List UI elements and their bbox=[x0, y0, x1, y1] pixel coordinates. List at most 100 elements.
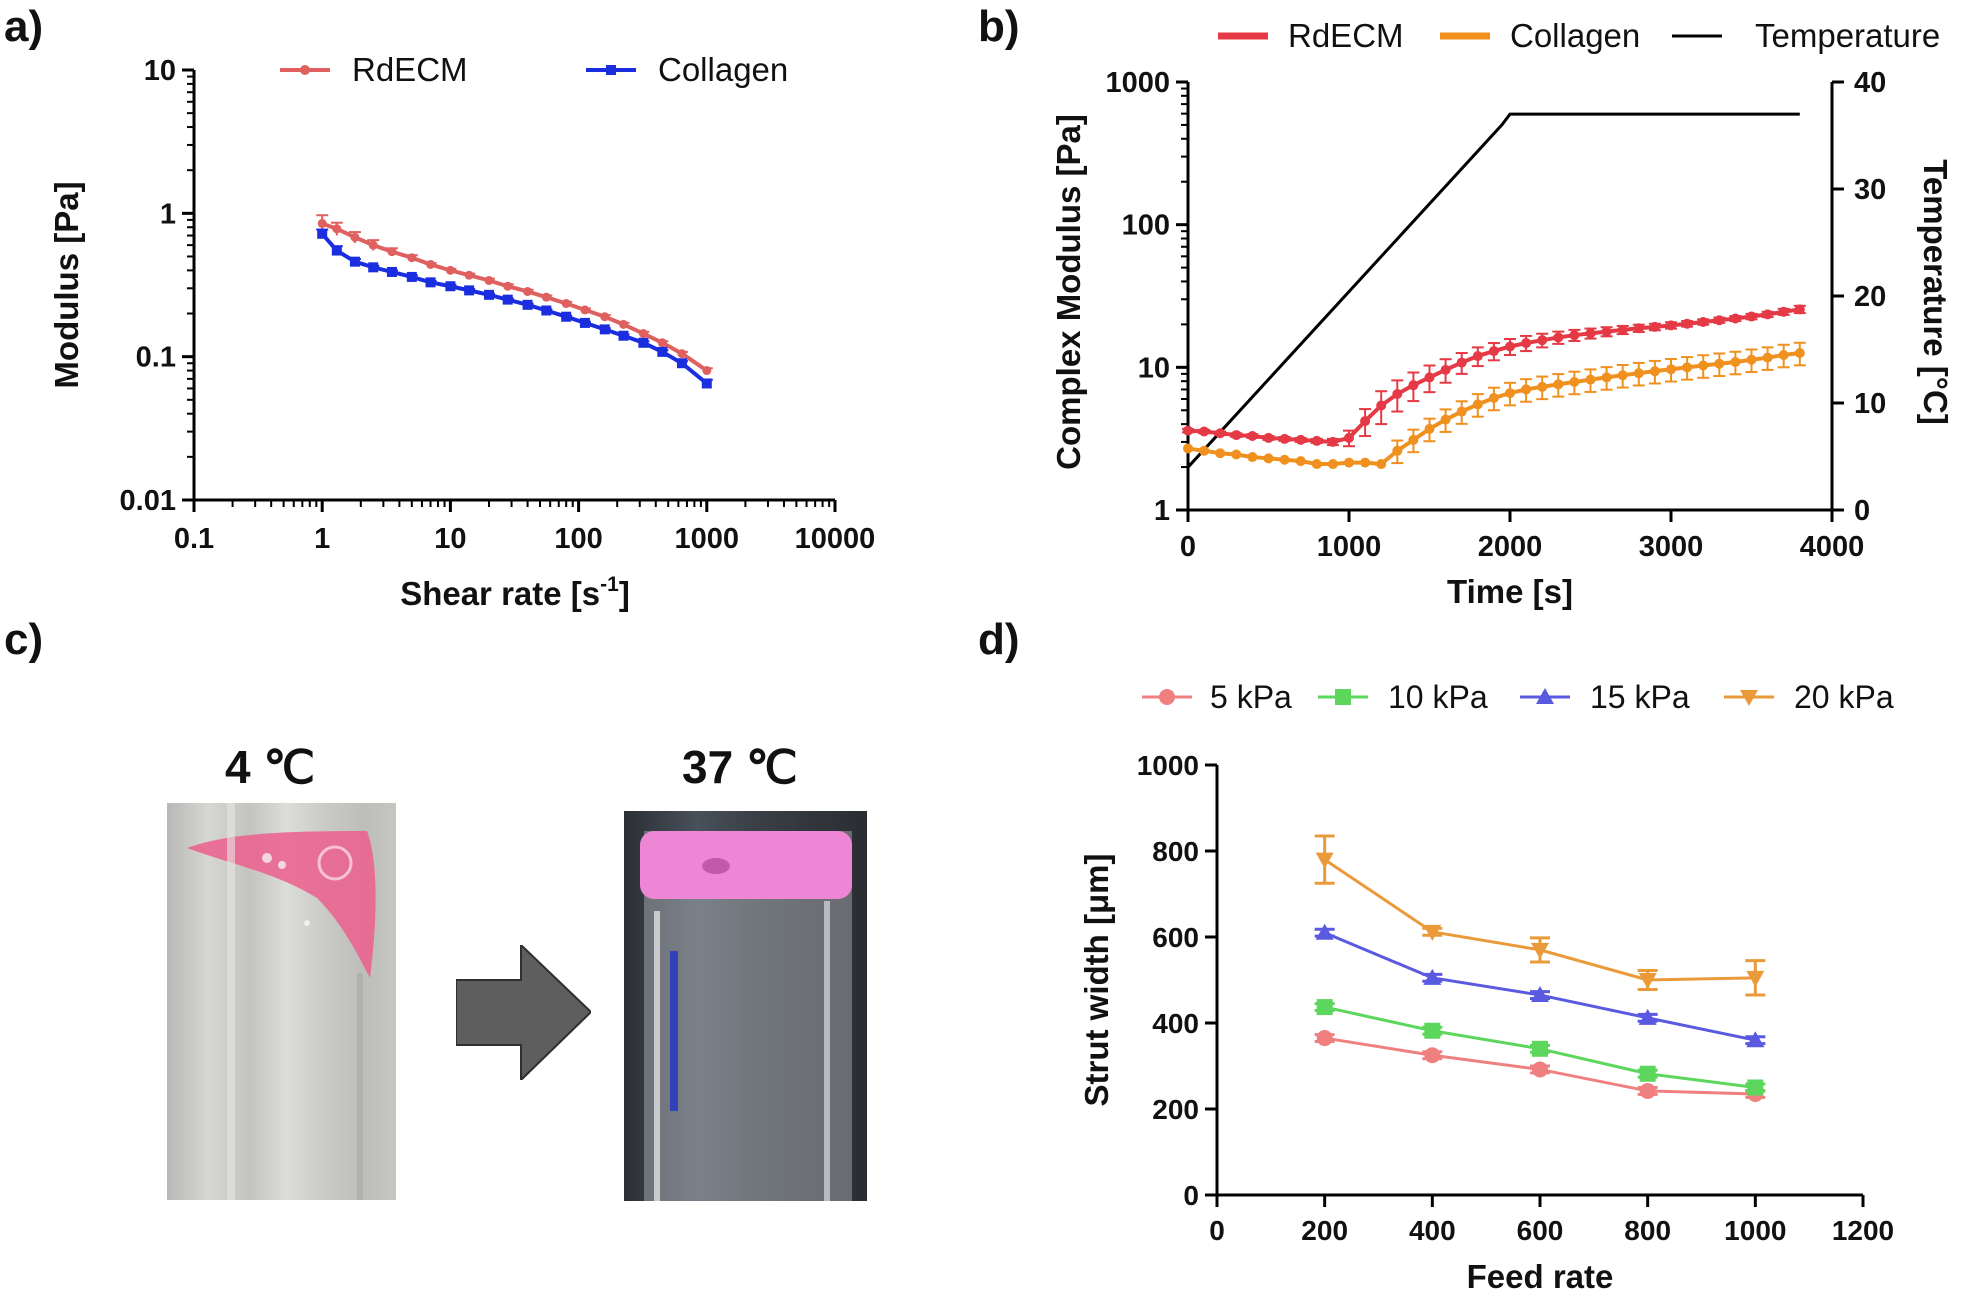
a-x-tick-label: 10 bbox=[434, 523, 466, 555]
a-point bbox=[599, 324, 610, 335]
b-y2-axis-label: Temperature [°C] bbox=[1917, 159, 1954, 425]
a-point bbox=[464, 270, 474, 280]
a-series-line-1 bbox=[320, 232, 709, 386]
d-point bbox=[1424, 1022, 1441, 1039]
a-point bbox=[317, 218, 327, 228]
d-legend-marker bbox=[1740, 690, 1758, 706]
d-point bbox=[1746, 970, 1765, 987]
d-point bbox=[1316, 1030, 1333, 1047]
b-collagen-point bbox=[1521, 384, 1532, 395]
b-collagen-point bbox=[1553, 379, 1564, 390]
b-collagen-point bbox=[1295, 456, 1306, 467]
b-collagen-point bbox=[1488, 392, 1499, 403]
b-collagen-point bbox=[1247, 452, 1258, 463]
tube-reflection bbox=[654, 911, 660, 1201]
a-point bbox=[600, 312, 610, 322]
b-collagen-point bbox=[1698, 360, 1709, 371]
b-rdecm-point bbox=[1183, 425, 1193, 436]
b-series-rdecm bbox=[1187, 307, 1801, 444]
d-point bbox=[1638, 1008, 1657, 1025]
b-rdecm-point bbox=[1505, 341, 1515, 352]
panel-label-d: d) bbox=[978, 615, 1020, 664]
a-legend-marker-collagen bbox=[606, 65, 616, 75]
b-collagen-point bbox=[1360, 457, 1371, 468]
b-collagen-point bbox=[1617, 370, 1628, 381]
d-legend-label: 15 kPa bbox=[1590, 679, 1690, 715]
b-rdecm-point bbox=[1794, 304, 1805, 315]
b-rdecm-point bbox=[1327, 436, 1338, 447]
b-collagen-point bbox=[1794, 348, 1805, 359]
b-collagen-point bbox=[1730, 356, 1741, 367]
b-y-tick-label: 1 bbox=[1154, 495, 1170, 527]
b-rdecm-point bbox=[1424, 372, 1435, 383]
b-collagen-point bbox=[1649, 366, 1660, 377]
b-rdecm-point bbox=[1730, 313, 1741, 324]
a-point bbox=[541, 305, 552, 316]
a-series-line-0 bbox=[321, 221, 708, 373]
b-rdecm-point bbox=[1231, 430, 1242, 441]
b-x-tick-label: 2000 bbox=[1478, 531, 1543, 563]
d-x-tick-label: 600 bbox=[1517, 1215, 1564, 1246]
d-y-tick-label: 200 bbox=[1152, 1094, 1199, 1125]
b-y2-tick-label: 10 bbox=[1854, 388, 1886, 420]
a-x-axis-label: Shear rate [s-1] bbox=[400, 573, 630, 612]
d-point bbox=[1315, 923, 1334, 940]
d-point bbox=[1638, 973, 1657, 989]
b-collagen-point bbox=[1424, 423, 1435, 434]
b-rdecm-point bbox=[1633, 323, 1644, 334]
b-collagen-point bbox=[1311, 459, 1322, 470]
d-x-tick-label: 800 bbox=[1624, 1215, 1671, 1246]
a-point bbox=[618, 330, 629, 341]
b-collagen-point bbox=[1376, 459, 1387, 470]
a-point bbox=[677, 349, 687, 359]
a-point bbox=[387, 247, 397, 257]
d-y-tick-label: 0 bbox=[1183, 1180, 1199, 1211]
blue-mark bbox=[670, 951, 678, 1111]
b-rdecm-point bbox=[1215, 428, 1226, 439]
b-rdecm-point bbox=[1392, 389, 1403, 400]
b-rdecm-point bbox=[1666, 320, 1676, 331]
b-rdecm-point bbox=[1762, 309, 1773, 320]
b-rdecm-point bbox=[1247, 431, 1258, 442]
d-x-tick-label: 200 bbox=[1301, 1215, 1348, 1246]
tube-reflection bbox=[227, 803, 235, 1200]
b-rdecm-point bbox=[1344, 432, 1354, 443]
d-point bbox=[1424, 1047, 1441, 1064]
a-point bbox=[407, 253, 417, 263]
b-y-axis-label: Complex Modulus [Pa] bbox=[1050, 114, 1087, 470]
b-y-tick-label: 1000 bbox=[1105, 67, 1170, 99]
a-point bbox=[657, 338, 667, 348]
b-collagen-point bbox=[1505, 388, 1515, 399]
panel-label-c: c) bbox=[4, 615, 44, 664]
a-legend-collagen: Collagen bbox=[658, 51, 788, 88]
a-point bbox=[332, 224, 342, 234]
a-point bbox=[676, 358, 687, 369]
b-rdecm-point bbox=[1408, 380, 1419, 391]
a-point bbox=[561, 311, 572, 322]
d-point bbox=[1746, 1031, 1765, 1048]
d-x-tick-label: 0 bbox=[1209, 1215, 1225, 1246]
b-y-tick-label: 100 bbox=[1122, 210, 1170, 242]
b-x-axis-label: Time [s] bbox=[1447, 573, 1573, 610]
a-legend-rdecm: RdECM bbox=[352, 51, 468, 88]
b-rdecm-point bbox=[1617, 324, 1628, 335]
a-point bbox=[350, 232, 360, 242]
b-collagen-point bbox=[1215, 448, 1226, 459]
b-y-tick-label: 10 bbox=[1138, 352, 1170, 384]
b-rdecm-point bbox=[1440, 364, 1451, 375]
a-y-tick-label: 0.01 bbox=[120, 485, 176, 517]
b-rdecm-point bbox=[1569, 330, 1580, 341]
d-point bbox=[1532, 1040, 1548, 1057]
b-legend-temperature: Temperature bbox=[1755, 17, 1940, 54]
d-point bbox=[1531, 986, 1549, 1003]
a-y-tick-label: 0.1 bbox=[136, 342, 176, 374]
a-x-axis-label-sup: -1 bbox=[600, 573, 619, 596]
a-point bbox=[657, 346, 668, 357]
d-point bbox=[1531, 942, 1549, 959]
b-collagen-point bbox=[1714, 358, 1725, 369]
a-point bbox=[701, 378, 712, 389]
photo-tube-4c bbox=[167, 803, 396, 1200]
a-x-tick-label: 1 bbox=[314, 523, 330, 555]
a-point bbox=[368, 262, 379, 273]
b-x-tick-label: 4000 bbox=[1800, 531, 1865, 563]
